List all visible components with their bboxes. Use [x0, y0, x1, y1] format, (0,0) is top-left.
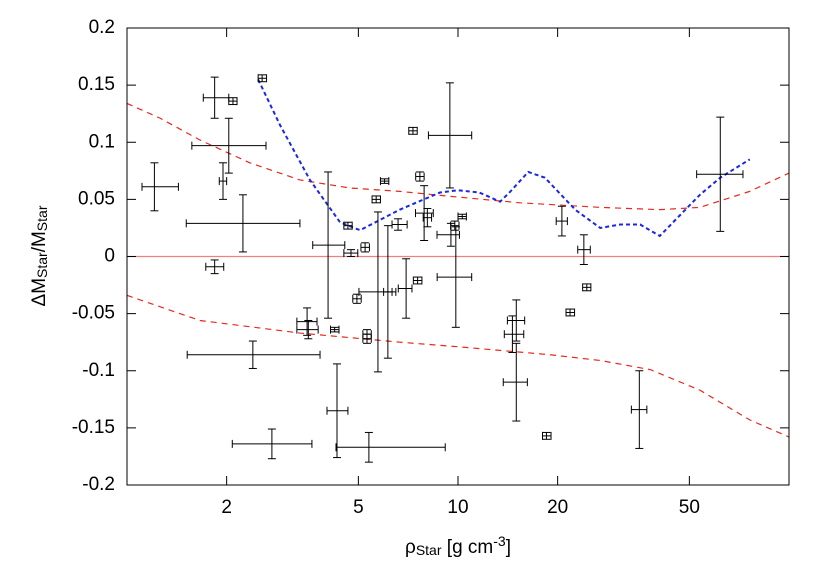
- curve: [126, 294, 790, 438]
- x-tick-label: 5: [353, 497, 364, 518]
- y-label-part: ΔM: [29, 278, 50, 307]
- x-axis-label: ρStar [g cm-3]: [405, 533, 511, 558]
- y-tick-label: 0: [104, 246, 115, 267]
- curve: [126, 102, 790, 211]
- y-tick-label: -0.2: [82, 474, 115, 495]
- plot-frame: [126, 27, 790, 486]
- y-tick-label: 0.05: [78, 188, 115, 209]
- x-label-part: Star: [416, 542, 442, 558]
- y-label-part: Star: [34, 252, 50, 278]
- x-tick-label: 20: [547, 497, 568, 518]
- y-tick-label: -0.05: [72, 303, 115, 324]
- x-tick-label: 10: [447, 497, 468, 518]
- y-label-part: /M: [29, 231, 50, 252]
- curve: [257, 78, 751, 238]
- y-tick-label: 0.1: [89, 131, 115, 152]
- y-label-part: Star: [34, 205, 50, 231]
- x-label-part: ]: [506, 537, 511, 558]
- y-tick-label: 0.2: [89, 17, 115, 38]
- y-tick-label: -0.15: [72, 417, 115, 438]
- x-label-part: [g cm: [442, 537, 494, 558]
- y-axis-label: ΔMStar/MStar: [29, 205, 50, 306]
- x-label-part: ρ: [405, 537, 416, 558]
- x-tick-label: 2: [221, 497, 232, 518]
- x-tick-label: 50: [679, 497, 700, 518]
- y-tick-label: 0.15: [78, 74, 115, 95]
- y-tick-label: -0.1: [82, 360, 115, 381]
- x-label-part: -3: [493, 533, 506, 549]
